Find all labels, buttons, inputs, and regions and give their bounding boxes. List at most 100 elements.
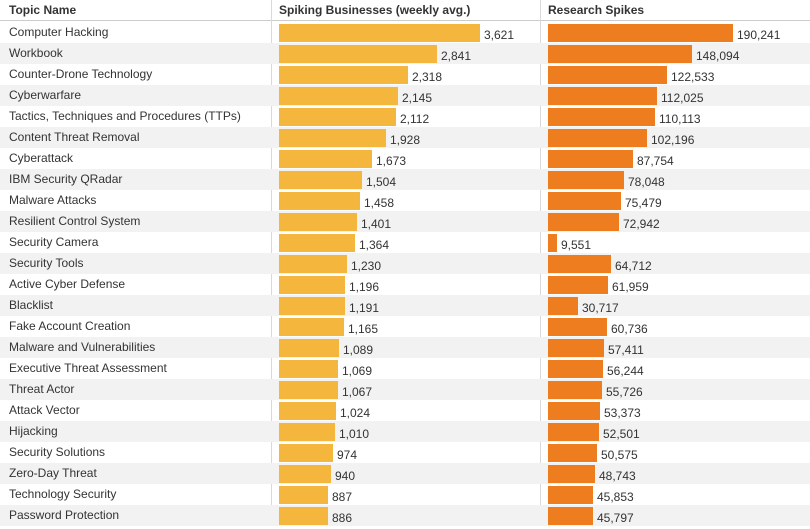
research-spikes-bar[interactable] [548, 66, 667, 84]
table-row[interactable]: Attack Vector 1,024 53,373 [0, 400, 810, 421]
spiking-businesses-bar[interactable] [279, 276, 345, 294]
table-row[interactable]: IBM Security QRadar 1,504 78,048 [0, 169, 810, 190]
table-row[interactable]: Computer Hacking 3,621 190,241 [0, 22, 810, 43]
table-row[interactable]: Threat Actor 1,067 55,726 [0, 379, 810, 400]
header-topic-name[interactable]: Topic Name [9, 3, 77, 17]
topic-name[interactable]: Cyberattack [9, 151, 74, 165]
spiking-businesses-bar[interactable] [279, 339, 339, 357]
table-row[interactable]: Fake Account Creation 1,165 60,736 [0, 316, 810, 337]
table-row[interactable]: Hijacking 1,010 52,501 [0, 421, 810, 442]
research-spikes-bar[interactable] [548, 276, 608, 294]
research-spikes-value: 50,575 [601, 448, 638, 462]
topic-name[interactable]: Password Protection [9, 508, 120, 522]
topic-name[interactable]: Tactics, Techniques and Procedures (TTPs… [9, 109, 241, 123]
topic-name[interactable]: Hijacking [9, 424, 58, 438]
spiking-businesses-bar[interactable] [279, 318, 344, 336]
research-spikes-bar[interactable] [548, 87, 657, 105]
research-spikes-bar[interactable] [548, 486, 593, 504]
topic-name[interactable]: Attack Vector [9, 403, 80, 417]
topic-name[interactable]: Counter-Drone Technology [9, 67, 153, 81]
table-row[interactable]: Security Solutions 974 50,575 [0, 442, 810, 463]
topic-name[interactable]: Technology Security [9, 487, 117, 501]
table-row[interactable]: Blacklist 1,191 30,717 [0, 295, 810, 316]
spiking-businesses-bar[interactable] [279, 444, 333, 462]
table-row[interactable]: Cyberattack 1,673 87,754 [0, 148, 810, 169]
topic-name[interactable]: Cyberwarfare [9, 88, 82, 102]
spiking-businesses-bar[interactable] [279, 150, 372, 168]
spiking-businesses-bar[interactable] [279, 360, 338, 378]
spiking-businesses-bar[interactable] [279, 66, 408, 84]
spiking-businesses-bar[interactable] [279, 234, 355, 252]
spiking-businesses-bar[interactable] [279, 45, 437, 63]
table-row[interactable]: Executive Threat Assessment 1,069 56,244 [0, 358, 810, 379]
research-spikes-bar[interactable] [548, 360, 603, 378]
research-spikes-bar[interactable] [548, 423, 599, 441]
topic-name[interactable]: Security Camera [9, 235, 99, 249]
topic-name[interactable]: Threat Actor [9, 382, 75, 396]
spiking-businesses-bar[interactable] [279, 507, 328, 525]
research-spikes-bar[interactable] [548, 339, 604, 357]
table-row[interactable]: Security Tools 1,230 64,712 [0, 253, 810, 274]
spiking-businesses-bar[interactable] [279, 108, 396, 126]
table-row[interactable]: Zero-Day Threat 940 48,743 [0, 463, 810, 484]
table-row[interactable]: Technology Security 887 45,853 [0, 484, 810, 505]
research-spikes-bar[interactable] [548, 108, 655, 126]
table-row[interactable]: Content Threat Removal 1,928 102,196 [0, 127, 810, 148]
topic-name[interactable]: Computer Hacking [9, 25, 109, 39]
table-row[interactable]: Malware Attacks 1,458 75,479 [0, 190, 810, 211]
spiking-businesses-bar[interactable] [279, 129, 386, 147]
research-spikes-bar[interactable] [548, 297, 578, 315]
spiking-businesses-bar[interactable] [279, 171, 362, 189]
research-spikes-bar[interactable] [548, 213, 619, 231]
research-spikes-bar[interactable] [548, 444, 597, 462]
topic-name[interactable]: Workbook [9, 46, 63, 60]
topic-name[interactable]: Malware Attacks [9, 193, 97, 207]
topic-name[interactable]: Executive Threat Assessment [9, 361, 167, 375]
topic-name[interactable]: Fake Account Creation [9, 319, 131, 333]
table-row[interactable]: Tactics, Techniques and Procedures (TTPs… [0, 106, 810, 127]
spiking-businesses-bar[interactable] [279, 297, 345, 315]
research-spikes-bar[interactable] [548, 402, 600, 420]
spiking-businesses-bar[interactable] [279, 381, 338, 399]
topic-name[interactable]: Active Cyber Defense [9, 277, 126, 291]
topic-name[interactable]: Resilient Control System [9, 214, 141, 228]
research-spikes-bar[interactable] [548, 465, 595, 483]
table-row[interactable]: Resilient Control System 1,401 72,942 [0, 211, 810, 232]
research-spikes-bar[interactable] [548, 171, 624, 189]
table-row[interactable]: Malware and Vulnerabilities 1,089 57,411 [0, 337, 810, 358]
topic-name[interactable]: Security Solutions [9, 445, 106, 459]
research-spikes-bar[interactable] [548, 150, 633, 168]
research-spikes-bar[interactable] [548, 507, 593, 525]
research-spikes-bar[interactable] [548, 318, 607, 336]
research-spikes-bar[interactable] [548, 129, 647, 147]
topic-name[interactable]: Security Tools [9, 256, 84, 270]
table-row[interactable]: Workbook 2,841 148,094 [0, 43, 810, 64]
spiking-businesses-bar[interactable] [279, 423, 335, 441]
research-spikes-bar[interactable] [548, 192, 621, 210]
research-spikes-bar[interactable] [548, 24, 733, 42]
topic-name[interactable]: IBM Security QRadar [9, 172, 123, 186]
spiking-businesses-bar[interactable] [279, 465, 331, 483]
header-spiking-businesses[interactable]: Spiking Businesses (weekly avg.) [279, 3, 471, 17]
table-row[interactable]: Cyberwarfare 2,145 112,025 [0, 85, 810, 106]
spiking-businesses-bar[interactable] [279, 87, 398, 105]
topic-name[interactable]: Content Threat Removal [9, 130, 140, 144]
spiking-businesses-bar[interactable] [279, 486, 328, 504]
table-row[interactable]: Security Camera 1,364 9,551 [0, 232, 810, 253]
spiking-businesses-bar[interactable] [279, 24, 480, 42]
header-research-spikes[interactable]: Research Spikes [548, 3, 645, 17]
table-row[interactable]: Password Protection 886 45,797 [0, 505, 810, 526]
table-row[interactable]: Counter-Drone Technology 2,318 122,533 [0, 64, 810, 85]
topic-name[interactable]: Zero-Day Threat [9, 466, 97, 480]
topic-name[interactable]: Malware and Vulnerabilities [9, 340, 156, 354]
spiking-businesses-bar[interactable] [279, 255, 347, 273]
spiking-businesses-bar[interactable] [279, 192, 360, 210]
research-spikes-bar[interactable] [548, 255, 611, 273]
table-row[interactable]: Active Cyber Defense 1,196 61,959 [0, 274, 810, 295]
research-spikes-bar[interactable] [548, 234, 557, 252]
spiking-businesses-bar[interactable] [279, 402, 336, 420]
topic-name[interactable]: Blacklist [9, 298, 54, 312]
research-spikes-bar[interactable] [548, 381, 602, 399]
spiking-businesses-bar[interactable] [279, 213, 357, 231]
research-spikes-bar[interactable] [548, 45, 692, 63]
